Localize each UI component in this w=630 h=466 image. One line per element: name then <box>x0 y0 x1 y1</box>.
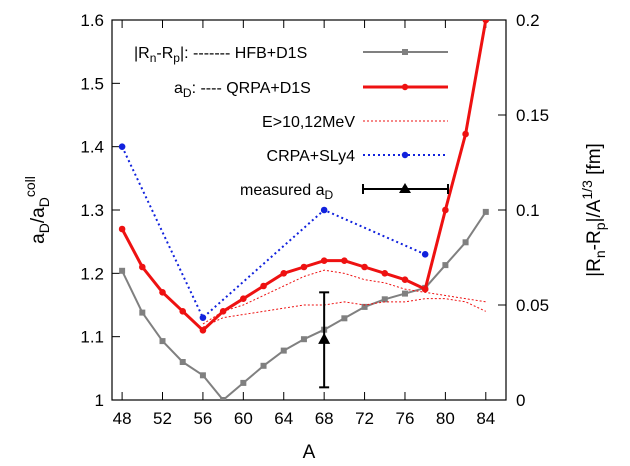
point-qrpa <box>219 308 227 315</box>
x-tick-label: 60 <box>234 409 253 428</box>
plot-area <box>118 20 490 400</box>
y2-tick-label: 0.05 <box>516 296 549 315</box>
point-qrpa <box>341 257 348 264</box>
legend-label-qrpa: aD: ---- QRPA+D1S <box>174 80 311 100</box>
point-qrpa <box>482 20 490 24</box>
y-tick-label: 1 <box>95 391 104 410</box>
measured-point <box>318 332 331 344</box>
series-line-qrpa <box>120 20 488 332</box>
x-tick-label: 64 <box>274 409 293 428</box>
y2-axis-title: |Rn-Rp|/A1/3 [fm] <box>579 143 608 277</box>
y-tick-label: 1.6 <box>80 11 104 30</box>
x-tick-label: 80 <box>436 409 455 428</box>
y-tick-label: 1.1 <box>80 328 104 347</box>
x-tick-label: 72 <box>355 409 374 428</box>
series-line-e10a <box>202 269 486 325</box>
y-tick-label: 1.3 <box>80 201 104 220</box>
x-tick-label: 68 <box>315 409 334 428</box>
point-hfb <box>300 336 307 343</box>
y2-tick-label: 0 <box>516 391 525 410</box>
legend-marker-qrpa <box>401 83 409 91</box>
point-hfb <box>442 262 449 269</box>
point-qrpa <box>442 206 449 214</box>
point-qrpa <box>139 263 146 271</box>
y-tick-label: 1.2 <box>80 264 104 283</box>
y-tick-label: 1.4 <box>80 138 104 157</box>
point-hfb <box>199 372 206 379</box>
y-tick-label: 1.5 <box>80 74 104 93</box>
point-hfb <box>361 303 368 310</box>
point-hfb <box>482 208 489 215</box>
y-axis-title: aD/aDcoll <box>22 176 52 244</box>
series-layer <box>118 20 490 400</box>
y-tick-labels: 1 1.1 1.2 1.3 1.4 1.5 1.6 <box>80 11 104 410</box>
point-qrpa <box>300 263 308 271</box>
tick-marks <box>112 19 506 401</box>
legend-label-crpa: CRPA+SLy4 <box>267 148 356 165</box>
point-hfb <box>220 397 227 400</box>
legend-label-e10: E>10,12MeV <box>262 114 355 131</box>
point-hfb <box>260 362 267 369</box>
point-qrpa <box>401 276 409 283</box>
point-qrpa <box>361 263 368 271</box>
point-crpa <box>421 251 429 258</box>
point-qrpa <box>381 270 389 277</box>
series-line-e10b <box>202 298 487 328</box>
x-axis-title: A <box>303 442 316 463</box>
legend-marker-crpa <box>401 151 409 159</box>
legend-label-measured: measured aD <box>240 182 334 202</box>
point-qrpa <box>240 295 247 302</box>
legend: |Rn-Rp|: ------- HFB+D1S aD: ---- QRPA+D… <box>134 45 449 202</box>
point-hfb <box>381 296 388 303</box>
point-hfb <box>401 290 408 297</box>
x-tick-label: 56 <box>193 409 212 428</box>
point-hfb <box>462 239 469 246</box>
point-crpa <box>118 143 126 150</box>
point-qrpa <box>159 289 166 296</box>
y2-tick-label: 0.2 <box>516 11 540 30</box>
point-qrpa <box>179 308 187 315</box>
point-hfb <box>139 309 146 316</box>
point-crpa <box>199 314 207 321</box>
legend-marker-hfb <box>402 49 408 55</box>
point-qrpa <box>260 282 267 290</box>
point-hfb <box>159 338 166 345</box>
legend-marker-measured <box>399 183 411 193</box>
point-qrpa <box>280 270 288 277</box>
y2-tick-label: 0.1 <box>516 201 540 220</box>
series-line-crpa <box>121 146 426 319</box>
point-crpa <box>320 206 328 214</box>
legend-label-hfb: |Rn-Rp|: ------- HFB+D1S <box>134 45 307 65</box>
point-hfb <box>240 379 247 386</box>
y2-tick-label: 0.15 <box>516 106 549 125</box>
point-hfb <box>119 267 126 274</box>
x-tick-label: 84 <box>476 409 495 428</box>
point-hfb <box>179 359 186 365</box>
point-hfb <box>280 347 287 354</box>
point-qrpa <box>118 225 126 233</box>
point-qrpa <box>462 130 469 138</box>
x-tick-label: 48 <box>113 409 132 428</box>
x-tick-label: 52 <box>153 409 172 428</box>
x-tick-label: 76 <box>396 409 415 428</box>
point-qrpa <box>421 285 429 293</box>
y2-tick-labels: 0 0.05 0.1 0.15 0.2 <box>516 11 549 410</box>
point-qrpa <box>320 257 328 264</box>
point-qrpa <box>199 327 207 334</box>
point-hfb <box>341 315 348 322</box>
x-tick-labels: 48 52 56 60 64 68 72 76 80 84 <box>113 409 496 428</box>
